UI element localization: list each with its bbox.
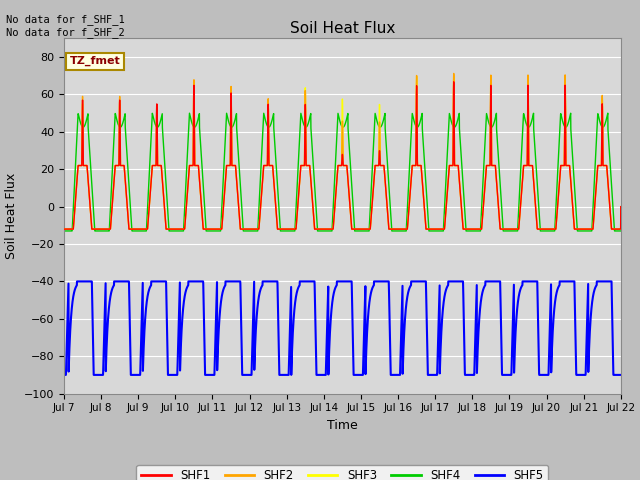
SHF3 bbox=[564, 163, 572, 168]
SHF2 bbox=[450, 71, 458, 76]
SHF1 bbox=[60, 226, 68, 232]
SHF4 bbox=[60, 228, 68, 234]
SHF5 bbox=[180, 302, 188, 308]
SHF5 bbox=[73, 278, 81, 284]
SHF1 bbox=[617, 226, 625, 232]
Legend: SHF1, SHF2, SHF3, SHF4, SHF5: SHF1, SHF2, SHF3, SHF4, SHF5 bbox=[136, 465, 548, 480]
Text: TZ_fmet: TZ_fmet bbox=[70, 56, 120, 66]
SHF5 bbox=[216, 313, 223, 319]
SHF4 bbox=[179, 228, 187, 234]
SHF2 bbox=[397, 226, 404, 232]
SHF3 bbox=[60, 226, 68, 232]
SHF2 bbox=[406, 186, 414, 192]
SHF4 bbox=[564, 121, 572, 127]
SHF2 bbox=[617, 204, 625, 210]
SHF4 bbox=[216, 228, 223, 234]
SHF3 bbox=[397, 226, 404, 232]
X-axis label: Time: Time bbox=[327, 419, 358, 432]
SHF3 bbox=[617, 226, 625, 232]
SHF3 bbox=[561, 73, 569, 79]
SHF3 bbox=[179, 226, 187, 232]
SHF1 bbox=[450, 79, 458, 84]
Text: No data for f_SHF_1
No data for f_SHF_2: No data for f_SHF_1 No data for f_SHF_2 bbox=[6, 14, 125, 38]
Line: SHF5: SHF5 bbox=[64, 281, 621, 375]
SHF2 bbox=[617, 226, 625, 232]
SHF4 bbox=[406, 146, 414, 152]
SHF5 bbox=[397, 344, 404, 350]
SHF1 bbox=[617, 204, 625, 210]
SHF4 bbox=[604, 110, 612, 116]
SHF1 bbox=[179, 226, 187, 232]
Title: Soil Heat Flux: Soil Heat Flux bbox=[290, 21, 395, 36]
Line: SHF2: SHF2 bbox=[64, 73, 621, 229]
SHF5 bbox=[617, 372, 625, 378]
SHF1 bbox=[397, 226, 404, 232]
SHF2 bbox=[564, 163, 572, 168]
SHF3 bbox=[617, 204, 625, 210]
SHF2 bbox=[60, 226, 68, 232]
SHF3 bbox=[216, 226, 223, 232]
SHF4 bbox=[397, 228, 404, 234]
SHF4 bbox=[617, 228, 625, 234]
SHF5 bbox=[564, 278, 572, 284]
Line: SHF4: SHF4 bbox=[64, 113, 621, 231]
SHF2 bbox=[179, 226, 187, 232]
SHF4 bbox=[617, 228, 625, 234]
SHF5 bbox=[406, 283, 414, 289]
SHF1 bbox=[406, 186, 414, 192]
SHF5 bbox=[617, 372, 625, 378]
SHF3 bbox=[406, 186, 414, 192]
SHF5 bbox=[60, 372, 68, 378]
Y-axis label: Soil Heat Flux: Soil Heat Flux bbox=[5, 173, 19, 259]
Line: SHF3: SHF3 bbox=[64, 76, 621, 229]
SHF1 bbox=[216, 226, 223, 232]
SHF2 bbox=[216, 226, 223, 232]
Line: SHF1: SHF1 bbox=[64, 82, 621, 229]
SHF1 bbox=[564, 163, 572, 168]
